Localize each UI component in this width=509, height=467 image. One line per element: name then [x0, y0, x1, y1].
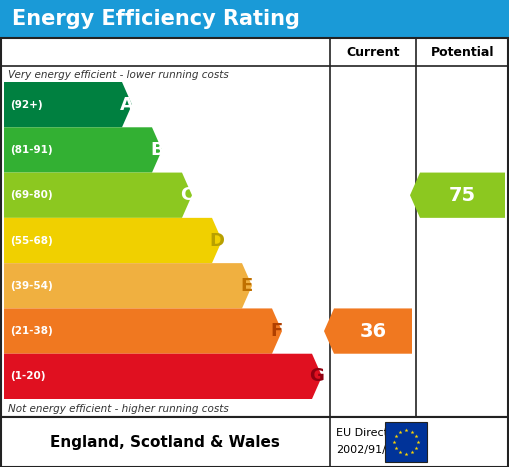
Polygon shape	[4, 308, 282, 354]
Text: B: B	[150, 141, 164, 159]
Bar	[1, 38, 508, 417]
Text: E: E	[241, 277, 253, 295]
Text: Energy Efficiency Rating: Energy Efficiency Rating	[12, 9, 300, 29]
Text: Current: Current	[346, 45, 400, 58]
Text: (92+): (92+)	[10, 99, 43, 110]
Text: 2002/91/EC: 2002/91/EC	[336, 446, 401, 455]
Polygon shape	[4, 127, 162, 173]
Text: England, Scotland & Wales: England, Scotland & Wales	[50, 434, 280, 450]
Polygon shape	[410, 173, 505, 218]
Text: F: F	[271, 322, 283, 340]
Text: (69-80): (69-80)	[10, 190, 52, 200]
Polygon shape	[324, 308, 412, 354]
Polygon shape	[4, 354, 322, 399]
Text: Very energy efficient - lower running costs: Very energy efficient - lower running co…	[8, 70, 229, 79]
Text: (39-54): (39-54)	[10, 281, 53, 291]
Text: (81-91): (81-91)	[10, 145, 52, 155]
Bar	[1, 417, 508, 467]
Text: (55-68): (55-68)	[10, 235, 53, 246]
Text: 36: 36	[359, 322, 386, 340]
Bar	[385, 422, 427, 462]
Bar	[0, 0, 509, 38]
Text: G: G	[309, 368, 324, 385]
Polygon shape	[4, 218, 222, 263]
Polygon shape	[4, 263, 252, 308]
Text: (21-38): (21-38)	[10, 326, 53, 336]
Text: 75: 75	[449, 186, 476, 205]
Text: (1-20): (1-20)	[10, 371, 45, 382]
Text: EU Directive: EU Directive	[336, 429, 405, 439]
Text: Potential: Potential	[431, 45, 494, 58]
Text: A: A	[120, 96, 134, 113]
Text: C: C	[180, 186, 193, 204]
Text: D: D	[210, 232, 224, 249]
Text: Not energy efficient - higher running costs: Not energy efficient - higher running co…	[8, 403, 229, 413]
Polygon shape	[4, 173, 192, 218]
Polygon shape	[4, 82, 132, 127]
